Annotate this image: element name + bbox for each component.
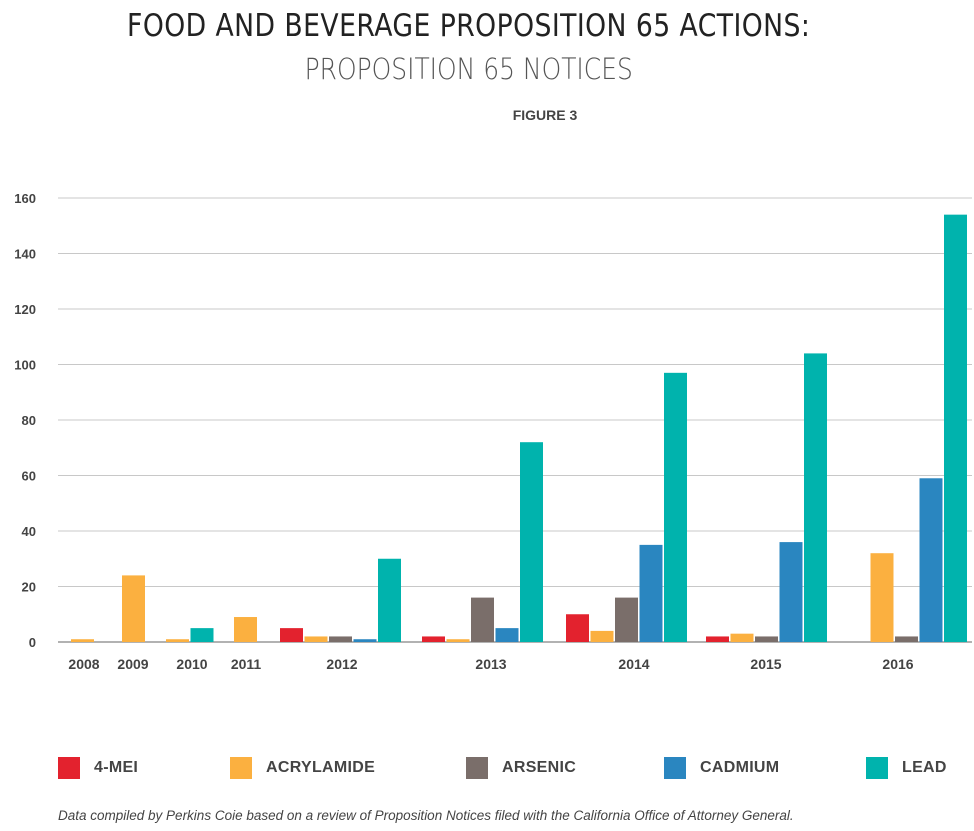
bar-cadmium-2013 bbox=[495, 628, 519, 642]
bar-4-mei-2014 bbox=[566, 614, 589, 642]
legend-swatch bbox=[466, 757, 488, 779]
legend-label: ARSENIC bbox=[502, 759, 577, 776]
x-tick-label: 2012 bbox=[326, 656, 357, 672]
bar-4-mei-2013 bbox=[422, 636, 445, 642]
bar-lead-2015 bbox=[804, 353, 827, 642]
x-tick-label: 2008 bbox=[68, 656, 99, 672]
legend-item-lead: LEAD bbox=[866, 757, 947, 779]
y-tick-label: 120 bbox=[14, 302, 36, 317]
legend-swatch bbox=[664, 757, 686, 779]
legend-label: CADMIUM bbox=[700, 759, 780, 776]
legend-swatch bbox=[58, 757, 80, 779]
bar-lead-2016 bbox=[944, 214, 967, 642]
x-tick-label: 2013 bbox=[475, 656, 506, 672]
bar-lead-2012 bbox=[378, 558, 401, 642]
bar-cadmium-2014 bbox=[639, 544, 663, 642]
y-tick-label: 160 bbox=[14, 191, 36, 206]
y-tick-label: 100 bbox=[14, 358, 36, 373]
grid bbox=[58, 197, 972, 643]
bar-4-mei-2012 bbox=[280, 628, 303, 642]
bar-lead-2013 bbox=[520, 442, 543, 642]
bar-lead-2010 bbox=[190, 628, 214, 642]
x-axis-ticks: 2008 2009 2010 2011 2012 2013 2014 2015 2016 bbox=[68, 656, 913, 672]
bars bbox=[71, 214, 967, 642]
bar-4-mei-2015 bbox=[706, 636, 729, 642]
legend-item-cadmium: CADMIUM bbox=[664, 757, 779, 779]
bar-acrylamide-2016 bbox=[870, 553, 894, 642]
x-tick-label: 2015 bbox=[750, 656, 781, 672]
y-tick-label: 140 bbox=[14, 247, 36, 262]
legend-item-4-mei: 4-MEI bbox=[58, 757, 138, 779]
x-tick-label: 2011 bbox=[231, 656, 262, 672]
x-tick-label: 2010 bbox=[176, 656, 207, 672]
y-tick-label: 40 bbox=[22, 524, 36, 539]
legend-item-acrylamide: ACRYLAMIDE bbox=[230, 757, 375, 779]
bar-acrylamide-2014 bbox=[590, 630, 614, 642]
y-tick-label: 80 bbox=[22, 413, 36, 428]
figure-label: FIGURE 3 bbox=[512, 107, 578, 123]
bar-cadmium-2016 bbox=[919, 478, 943, 642]
legend-item-arsenic: ARSENIC bbox=[466, 757, 576, 779]
x-tick-label: 2016 bbox=[882, 656, 913, 672]
bar-arsenic-2015 bbox=[755, 636, 778, 642]
bar-arsenic-2013 bbox=[471, 597, 494, 642]
y-axis-ticks: 0 20 40 60 80 100 120 140 160 bbox=[14, 191, 36, 650]
legend-swatch bbox=[230, 757, 252, 779]
bar-acrylamide-2011 bbox=[234, 617, 257, 642]
footnote: Data compiled by Perkins Coie based on a… bbox=[58, 808, 794, 823]
bar-lead-2014 bbox=[664, 372, 687, 642]
bar-acrylamide-2008 bbox=[71, 639, 94, 642]
y-tick-label: 0 bbox=[29, 635, 36, 650]
y-tick-label: 20 bbox=[22, 580, 36, 595]
legend-swatch bbox=[866, 757, 888, 779]
chart-title: FOOD AND BEVERAGE PROPOSITION 65 ACTIONS… bbox=[127, 8, 811, 44]
legend-label: 4-MEI bbox=[94, 759, 139, 776]
x-tick-label: 2009 bbox=[117, 656, 148, 672]
x-tick-label: 2014 bbox=[618, 656, 649, 672]
legend-label: LEAD bbox=[902, 759, 947, 776]
chart-subtitle: PROPOSITION 65 NOTICES bbox=[304, 52, 633, 86]
bar-acrylamide-2009 bbox=[122, 575, 145, 642]
bar-arsenic-2014 bbox=[615, 597, 638, 642]
bar-cadmium-2012 bbox=[353, 639, 377, 642]
bar-cadmium-2015 bbox=[779, 542, 803, 642]
bar-acrylamide-2013 bbox=[446, 639, 470, 642]
y-tick-label: 60 bbox=[22, 469, 36, 484]
bar-acrylamide-2012 bbox=[304, 636, 328, 642]
bar-arsenic-2012 bbox=[329, 636, 352, 642]
legend-label: ACRYLAMIDE bbox=[266, 759, 376, 776]
bar-acrylamide-2010 bbox=[166, 639, 189, 642]
bar-acrylamide-2015 bbox=[730, 633, 754, 642]
bar-arsenic-2016 bbox=[895, 636, 918, 642]
